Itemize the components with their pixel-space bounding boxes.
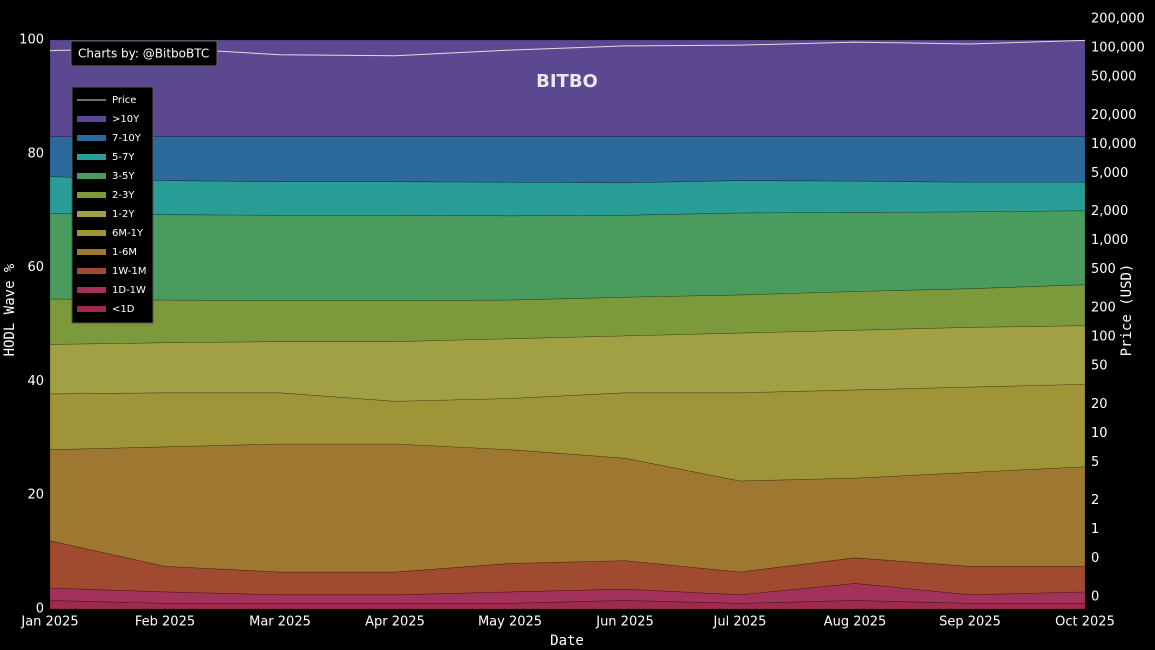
legend-box [71, 86, 154, 324]
legend-label: 2-3Y [112, 190, 135, 201]
y-tick-label: 40 [27, 374, 44, 389]
area [49, 210, 1086, 301]
legend-swatch [77, 287, 106, 293]
y-axis-title: HODL Wave % [2, 263, 18, 356]
plot-area [49, 39, 1086, 610]
legend-swatch [77, 173, 106, 179]
legend-swatch [77, 192, 106, 198]
y2-tick-label: 1,000 [1091, 233, 1128, 248]
y2-tick-label: 5 [1091, 455, 1099, 470]
y2-tick-label: 50 [1091, 358, 1108, 373]
legend-label: 7-10Y [112, 133, 142, 144]
x-tick-label: Oct 2025 [1055, 615, 1115, 630]
x-axis-title: Date [550, 633, 584, 649]
y2-tick-label: 0 [1091, 551, 1099, 566]
legend-label: 6M-1Y [112, 228, 144, 239]
x-tick-label: Jan 2025 [20, 615, 78, 630]
x-tick-label: Mar 2025 [249, 615, 311, 630]
legend-swatch [77, 154, 106, 160]
price-line [49, 39, 1086, 57]
legend-swatch [77, 116, 106, 122]
y2-tick-label: 100,000 [1091, 40, 1145, 55]
x-tick-label: May 2025 [478, 615, 542, 630]
area [49, 284, 1086, 345]
legend-swatch [77, 211, 106, 217]
y2-tick-label: 200,000 [1091, 11, 1145, 26]
y-tick-label: 80 [27, 146, 44, 161]
y-tick-label: 100 [19, 33, 44, 48]
legend-label: 5-7Y [112, 152, 135, 163]
y2-tick-label: 100 [1091, 329, 1116, 344]
legend-label: 1D-1W [112, 285, 146, 296]
y2-tick-label: 50,000 [1091, 69, 1137, 84]
y2-tick-label: 20,000 [1091, 108, 1137, 123]
area [49, 39, 1086, 138]
area [49, 383, 1086, 482]
y-tick-label: 0 [36, 602, 44, 617]
legend-swatch [77, 268, 106, 274]
legend-label: >10Y [112, 114, 140, 125]
x-tick-label: Jul 2025 [713, 615, 767, 630]
legend-label: Price [112, 95, 136, 106]
y2-tick-label: 10 [1091, 426, 1108, 441]
legend-label: 1-2Y [112, 209, 135, 220]
area [49, 136, 1086, 184]
x-tick-label: Apr 2025 [365, 615, 425, 630]
x-tick-label: Feb 2025 [135, 615, 195, 630]
area [49, 325, 1086, 402]
legend-label: 1W-1M [112, 266, 146, 277]
y2-axis-title: Price (USD) [1119, 264, 1135, 357]
y2-tick-label: 200 [1091, 300, 1116, 315]
legend: Price >10Y 7-10Y 5-7Y 3-5Y 2-3Y 1-2Y 6M-1Y 1-6M 1… [71, 86, 154, 324]
y2-tick-label: 2,000 [1091, 204, 1128, 219]
legend-label: 3-5Y [112, 171, 135, 182]
legend-label: 1-6M [112, 247, 137, 258]
y2-tick-label: 500 [1091, 262, 1116, 277]
y-tick-label: 20 [27, 488, 44, 503]
annotation-box [70, 40, 218, 67]
legend-swatch [77, 306, 106, 312]
legend-label: <1D [112, 304, 135, 315]
logo: BITBO [536, 71, 598, 92]
y2-tick-label: 1 [1091, 522, 1099, 537]
legend-swatch [77, 249, 106, 255]
x-tick-label: Jun 2025 [595, 615, 654, 630]
legend-swatch [77, 230, 106, 236]
y2-tick-label: 2 [1091, 493, 1099, 508]
y2-tick-label: 20 [1091, 397, 1108, 412]
legend-swatch [77, 135, 106, 141]
annotation: Charts by: @BitboBTC [78, 47, 209, 61]
y2-tick-label: 10,000 [1091, 137, 1137, 152]
x-tick-label: Sep 2025 [939, 615, 1001, 630]
y2-tick-label: 5,000 [1091, 166, 1128, 181]
y2-tick-label: 0 [1091, 589, 1099, 604]
x-tick-label: Aug 2025 [824, 615, 887, 630]
y-tick-label: 60 [27, 260, 44, 275]
